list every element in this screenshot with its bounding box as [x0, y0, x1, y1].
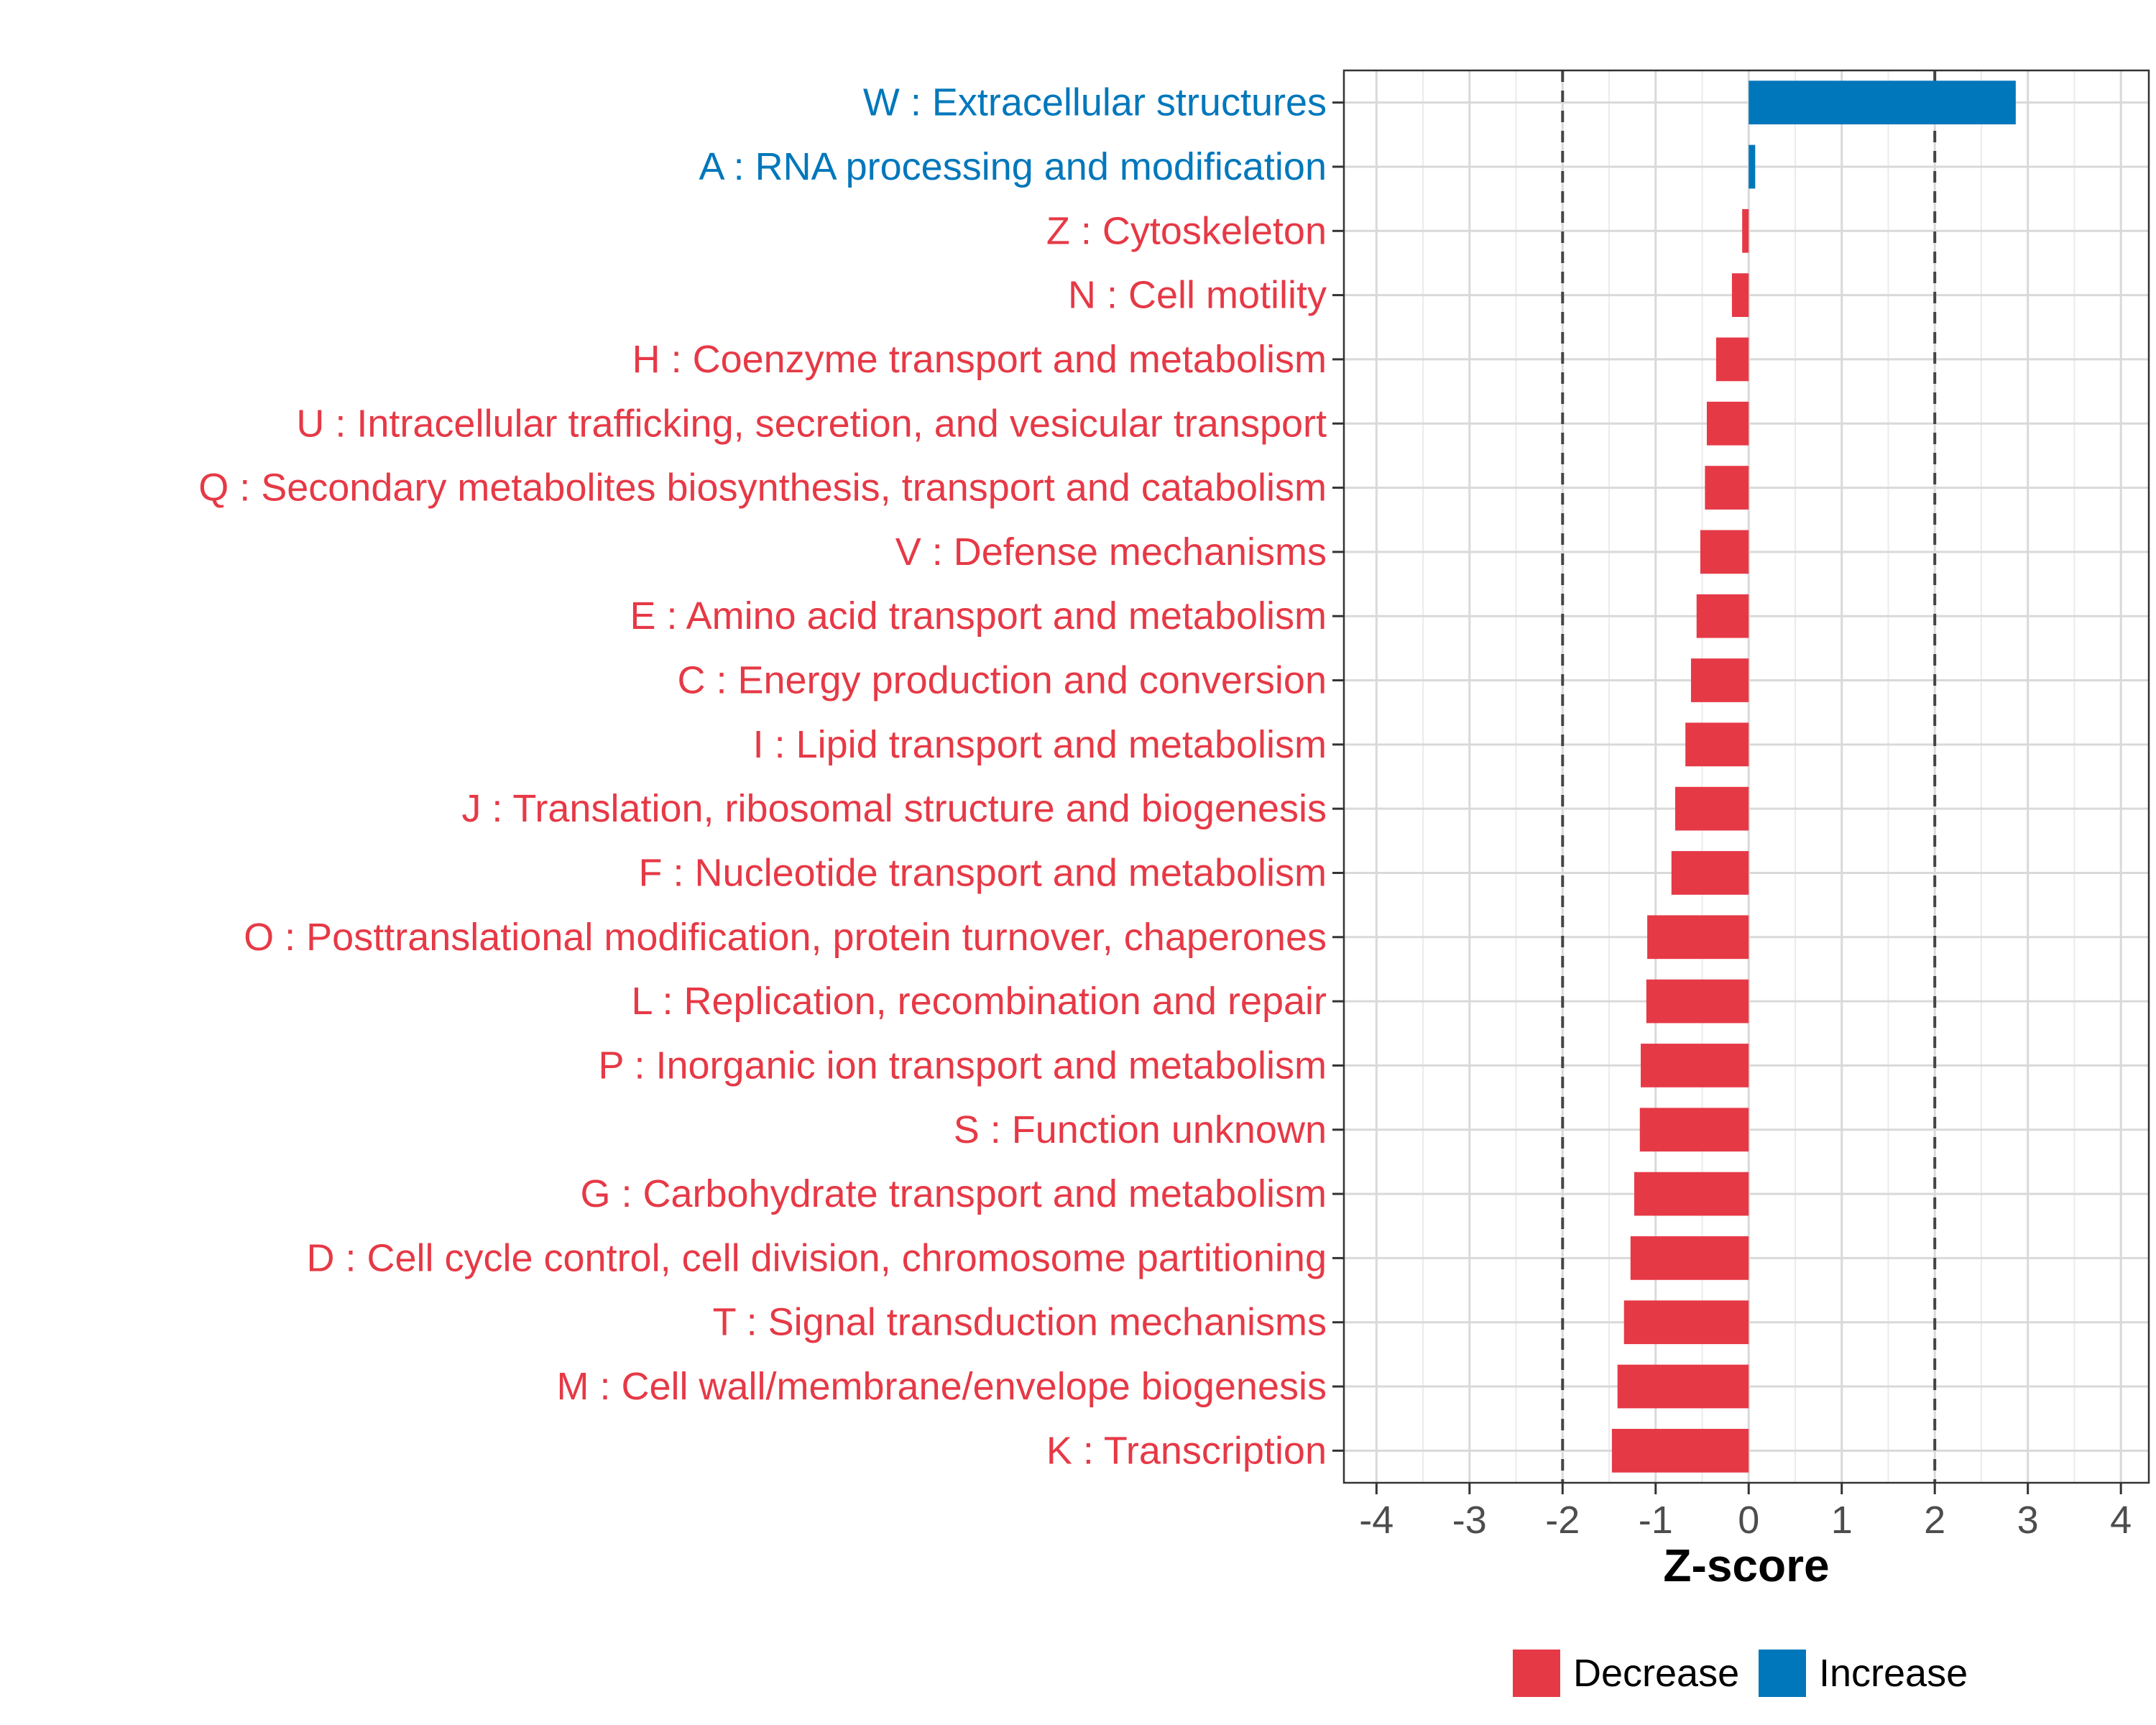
- bars: [1611, 80, 2016, 1473]
- bar: [1715, 337, 1749, 382]
- category-label: I : Lipid transport and metabolism: [753, 723, 1327, 766]
- bar: [1647, 915, 1749, 960]
- category-label: W : Extracellular structures: [863, 81, 1327, 124]
- bar: [1639, 1108, 1749, 1152]
- x-tick-label: 4: [2110, 1499, 2132, 1542]
- bar: [1617, 1364, 1749, 1409]
- bar: [1641, 1044, 1749, 1087]
- x-tick-label: -2: [1545, 1499, 1580, 1542]
- category-label: G : Carbohydrate transport and metabolis…: [581, 1172, 1327, 1215]
- legend-swatch: [1759, 1650, 1806, 1697]
- category-label: F : Nucleotide transport and metabolism: [639, 851, 1327, 894]
- bar: [1749, 80, 2016, 125]
- x-tick-label: -4: [1359, 1499, 1393, 1542]
- bar: [1700, 530, 1749, 574]
- x-tick-label: 3: [2017, 1499, 2039, 1542]
- category-label: J : Translation, ribosomal structure and…: [461, 787, 1327, 830]
- category-label: S : Function unknown: [954, 1108, 1327, 1151]
- category-label: O : Posttranslational modification, prot…: [244, 916, 1327, 959]
- category-label: C : Energy production and conversion: [677, 659, 1327, 702]
- category-label: P : Inorganic ion transport and metaboli…: [598, 1044, 1327, 1087]
- reference-lines: [1561, 70, 1937, 1483]
- x-tick-label: -1: [1639, 1499, 1673, 1542]
- category-label: Z : Cytoskeleton: [1046, 209, 1327, 252]
- x-axis-title: Z-score: [1663, 1540, 1829, 1591]
- bar: [1646, 979, 1749, 1024]
- x-axis-ticks: -4 -3 -2 -1 0 1 2 3 4: [1359, 1483, 2132, 1542]
- x-tick-label: 2: [1924, 1499, 1945, 1542]
- x-tick-label: -3: [1452, 1499, 1487, 1542]
- y-axis-category-labels: W : Extracellular structures A : RNA proc…: [198, 81, 1327, 1473]
- category-label: L : Replication, recombination and repai…: [631, 980, 1327, 1023]
- plot-border: [1342, 69, 2150, 1484]
- category-label: H : Coenzyme transport and metabolism: [632, 338, 1327, 381]
- bar: [1634, 1172, 1749, 1216]
- bar: [1685, 722, 1749, 767]
- category-label: A : RNA processing and modification: [699, 145, 1327, 188]
- bar: [1696, 594, 1749, 638]
- category-label: K : Transcription: [1046, 1429, 1327, 1472]
- bar: [1611, 1428, 1749, 1473]
- y-axis-ticks: [1332, 101, 1344, 1452]
- bar: [1742, 208, 1749, 253]
- x-tick-label: 0: [1738, 1499, 1759, 1542]
- legend-label: Decrease: [1573, 1652, 1739, 1695]
- category-label: U : Intracellular trafficking, secretion…: [296, 402, 1327, 445]
- bar: [1731, 273, 1749, 317]
- bar: [1706, 401, 1749, 446]
- bar: [1749, 144, 1756, 189]
- bar: [1623, 1300, 1749, 1345]
- category-label: E : Amino acid transport and metabolism: [630, 594, 1327, 638]
- bar: [1705, 466, 1749, 510]
- legend-label: Increase: [1819, 1652, 1968, 1695]
- category-label: M : Cell wall/membrane/envelope biogenes…: [556, 1365, 1327, 1408]
- bar: [1630, 1236, 1749, 1280]
- legend: Decrease Increase: [1513, 1650, 1968, 1697]
- x-tick-label: 1: [1831, 1499, 1853, 1542]
- bar: [1671, 851, 1749, 895]
- category-label: T : Signal transduction mechanisms: [713, 1301, 1327, 1344]
- category-label: Q : Secondary metabolites biosynthesis, …: [198, 466, 1327, 510]
- category-label: N : Cell motility: [1068, 274, 1327, 317]
- category-label: D : Cell cycle control, cell division, c…: [306, 1236, 1327, 1279]
- bar: [1690, 658, 1749, 702]
- legend-swatch: [1513, 1650, 1560, 1697]
- category-label: V : Defense mechanisms: [895, 530, 1327, 574]
- bar: [1674, 786, 1749, 831]
